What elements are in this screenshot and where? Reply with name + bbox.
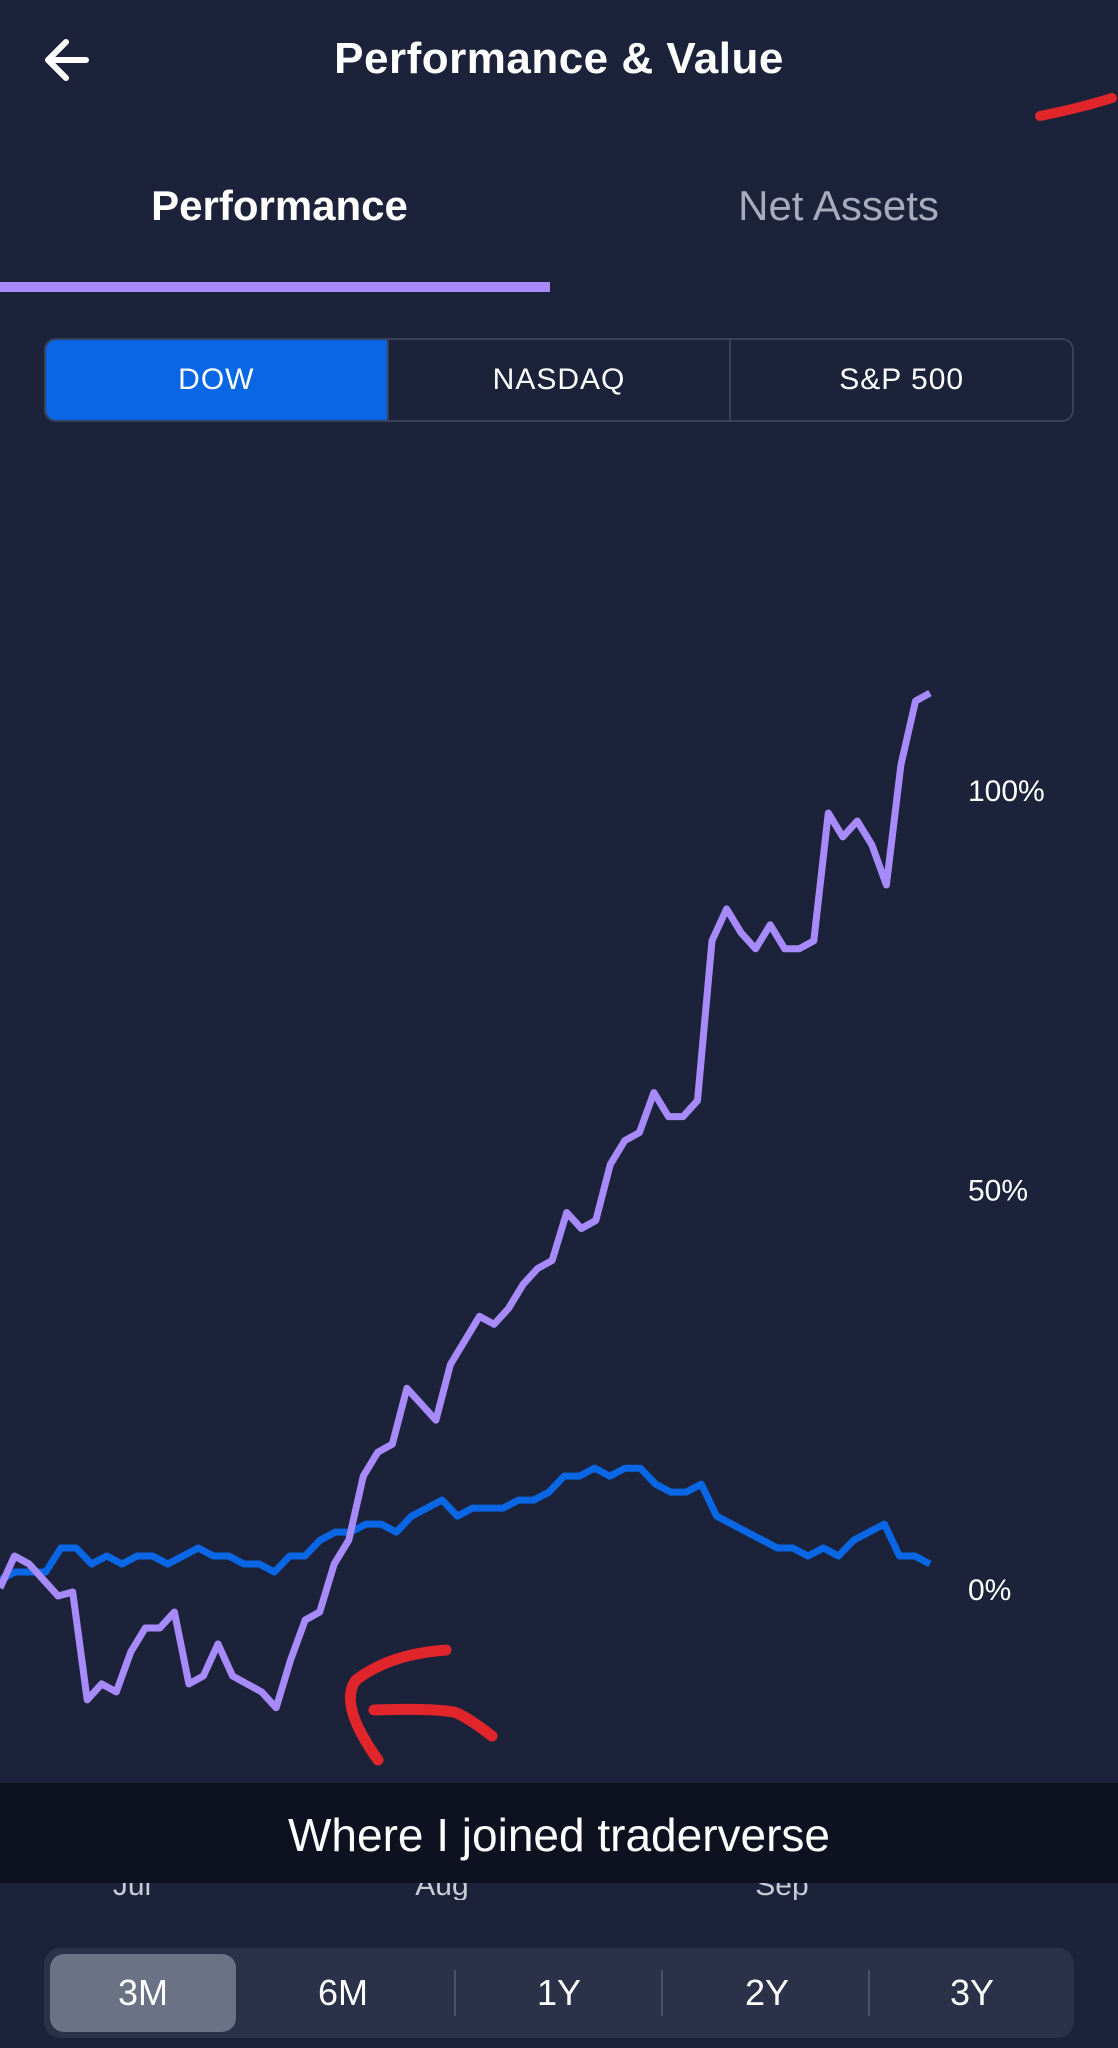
- header: Performance & Value: [0, 0, 1118, 118]
- tab-bar: Performance Net Assets: [0, 150, 1118, 292]
- active-tab-indicator: [0, 282, 550, 292]
- range-3m[interactable]: 3M: [50, 1954, 236, 2032]
- annotation-banner: [0, 1783, 1118, 1883]
- y-tick-label: 100%: [968, 775, 1045, 808]
- range-divider: [454, 1970, 456, 2016]
- range-3y[interactable]: 3Y: [949, 1972, 995, 2013]
- benchmark-line: [0, 1464, 932, 1584]
- tab-net-assets[interactable]: Net Assets: [738, 182, 939, 229]
- time-range-selector: 3M 6M 1Y 2Y 3Y: [44, 1948, 1074, 2038]
- range-6m[interactable]: 6M: [317, 1972, 368, 2013]
- tab-performance[interactable]: Performance: [151, 182, 408, 229]
- y-tick-label: 0%: [968, 1574, 1011, 1607]
- annotation-caption: Where I joined traderverse: [287, 1809, 831, 1861]
- performance-chart[interactable]: 100%50%0%Jul Aug Sep: [0, 680, 1118, 1900]
- page-title: Performance & Value: [334, 34, 784, 83]
- arrow-left-icon[interactable]: [40, 30, 100, 90]
- benchmark-nasdaq[interactable]: NASDAQ: [389, 340, 732, 420]
- benchmark-selector: DOW NASDAQ S&P 500: [44, 338, 1074, 422]
- range-1y[interactable]: 1Y: [536, 1972, 582, 2013]
- benchmark-dow[interactable]: DOW: [46, 340, 389, 420]
- benchmark-sp500[interactable]: S&P 500: [839, 363, 965, 396]
- range-2y[interactable]: 2Y: [744, 1972, 790, 2013]
- range-divider: [661, 1970, 663, 2016]
- y-tick-label: 50%: [968, 1175, 1028, 1208]
- range-divider: [868, 1970, 870, 2016]
- portfolio-line: [0, 690, 932, 1712]
